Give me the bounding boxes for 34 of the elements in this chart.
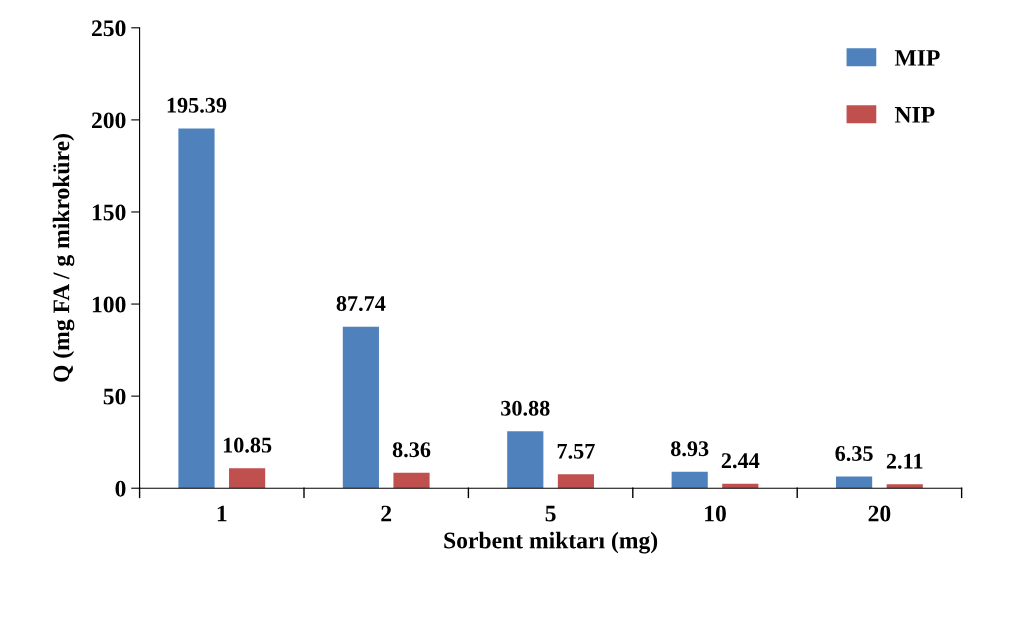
data-label: 7.57 [557, 443, 595, 459]
legend-label: MIP [894, 50, 940, 66]
bar [229, 468, 266, 489]
x-tick-label: 1 [217, 505, 227, 522]
data-label: 8.36 [392, 442, 431, 458]
y-axis-title: Q (mg FA / g mikroküre) [52, 134, 75, 382]
x-tick-label: 20 [868, 505, 891, 522]
bar [836, 476, 873, 489]
data-label: 87.74 [336, 296, 386, 312]
bar [178, 128, 215, 489]
x-tick-label: 5 [545, 505, 556, 522]
data-label: 30.88 [501, 400, 550, 416]
data-label: 6.35 [835, 445, 873, 461]
bar [557, 474, 595, 489]
bar [342, 326, 379, 489]
y-tick-label: 100 [92, 296, 126, 313]
y-tick-label: 0 [115, 480, 126, 497]
bar [886, 484, 923, 489]
x-tick-label: 10 [705, 505, 726, 522]
data-label: 2.44 [721, 453, 760, 469]
y-tick-label: 150 [92, 204, 126, 221]
legend-label: NIP [894, 107, 935, 123]
y-tick-label: 250 [91, 20, 126, 37]
x-axis-title: Sorbent miktarı (mg) [444, 531, 658, 554]
y-tick-label: 50 [103, 388, 126, 405]
data-label: 195.39 [167, 97, 227, 113]
data-label: 10.85 [223, 437, 272, 453]
bar [507, 431, 544, 489]
bar [393, 472, 430, 489]
data-label: 8.93 [670, 441, 709, 457]
data-label: 2.11 [886, 453, 923, 469]
x-tick-label: 2 [381, 505, 392, 522]
y-tick-label: 200 [91, 112, 126, 129]
bar [671, 471, 708, 489]
